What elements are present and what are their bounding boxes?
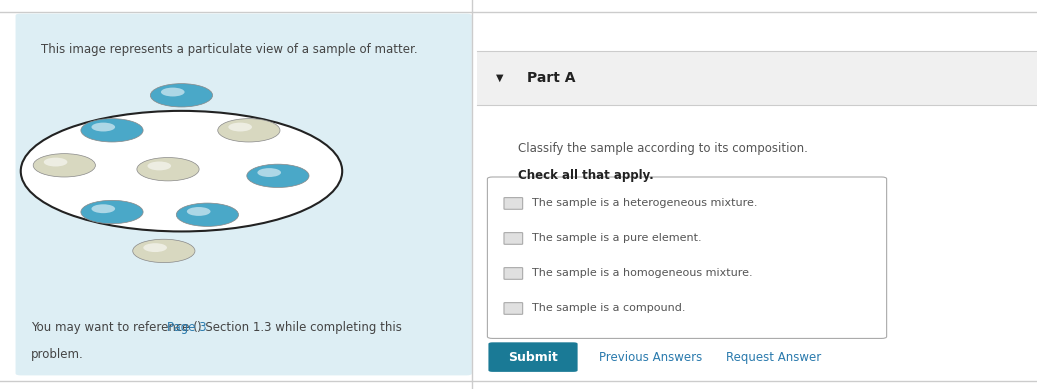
Circle shape bbox=[257, 168, 281, 177]
Circle shape bbox=[218, 119, 280, 142]
Circle shape bbox=[21, 111, 342, 231]
FancyBboxPatch shape bbox=[504, 303, 523, 314]
Text: The sample is a heterogeneous mixture.: The sample is a heterogeneous mixture. bbox=[532, 198, 757, 208]
Text: Classify the sample according to its composition.: Classify the sample according to its com… bbox=[518, 142, 809, 155]
Circle shape bbox=[176, 203, 239, 226]
Circle shape bbox=[187, 207, 211, 216]
FancyBboxPatch shape bbox=[504, 268, 523, 279]
FancyBboxPatch shape bbox=[16, 14, 472, 375]
Circle shape bbox=[137, 158, 199, 181]
Text: The sample is a compound.: The sample is a compound. bbox=[532, 303, 685, 313]
Circle shape bbox=[143, 243, 167, 252]
Text: ) Section 1.3 while completing this: ) Section 1.3 while completing this bbox=[197, 321, 402, 334]
Circle shape bbox=[147, 161, 171, 170]
Text: Part A: Part A bbox=[527, 71, 576, 85]
Text: problem.: problem. bbox=[31, 348, 84, 361]
Circle shape bbox=[228, 123, 252, 131]
Circle shape bbox=[91, 204, 115, 213]
Circle shape bbox=[81, 119, 143, 142]
Text: Request Answer: Request Answer bbox=[726, 350, 821, 364]
Circle shape bbox=[33, 154, 95, 177]
Circle shape bbox=[150, 84, 213, 107]
Circle shape bbox=[91, 123, 115, 131]
Circle shape bbox=[133, 239, 195, 263]
FancyBboxPatch shape bbox=[488, 342, 578, 372]
Text: Previous Answers: Previous Answers bbox=[599, 350, 703, 364]
Text: The sample is a pure element.: The sample is a pure element. bbox=[532, 233, 702, 243]
Circle shape bbox=[247, 164, 309, 187]
Text: The sample is a homogeneous mixture.: The sample is a homogeneous mixture. bbox=[532, 268, 753, 278]
Text: Check all that apply.: Check all that apply. bbox=[518, 169, 654, 182]
FancyBboxPatch shape bbox=[504, 233, 523, 244]
Circle shape bbox=[81, 200, 143, 224]
FancyBboxPatch shape bbox=[487, 177, 887, 338]
FancyBboxPatch shape bbox=[477, 51, 1037, 105]
Circle shape bbox=[44, 158, 67, 166]
Circle shape bbox=[161, 88, 185, 96]
Text: Page 3: Page 3 bbox=[167, 321, 206, 334]
Text: ▼: ▼ bbox=[496, 73, 503, 83]
Text: You may want to reference (: You may want to reference ( bbox=[31, 321, 198, 334]
Text: Submit: Submit bbox=[508, 350, 558, 364]
FancyBboxPatch shape bbox=[504, 198, 523, 209]
Text: This image represents a particulate view of a sample of matter.: This image represents a particulate view… bbox=[41, 43, 418, 56]
